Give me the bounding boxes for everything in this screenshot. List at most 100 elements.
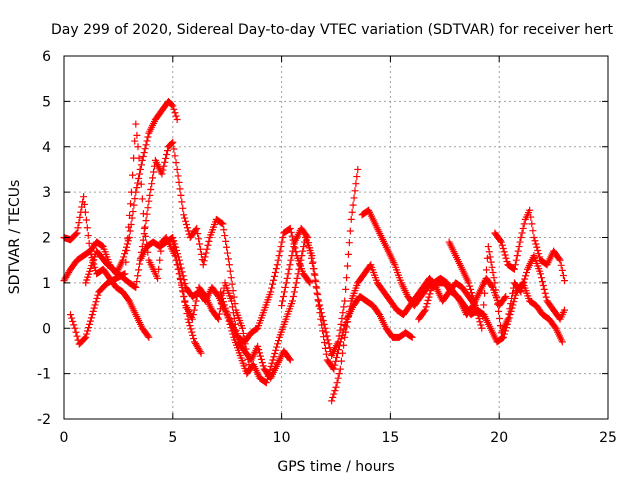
data-point-marker xyxy=(535,250,543,258)
data-point-marker xyxy=(523,269,531,277)
data-point-marker xyxy=(232,326,240,334)
data-point-marker xyxy=(144,332,152,340)
data-point-marker xyxy=(180,292,188,300)
data-point-marker xyxy=(344,262,352,270)
data-point-marker xyxy=(140,149,148,157)
data-point-marker xyxy=(137,161,145,169)
data-point-marker xyxy=(178,198,186,206)
data-point-marker xyxy=(288,297,296,305)
data-point-marker xyxy=(279,297,287,305)
data-point-marker xyxy=(420,307,428,315)
data-point-marker xyxy=(72,230,80,238)
data-point-marker xyxy=(173,165,181,173)
data-point-marker xyxy=(519,224,527,232)
data-point-marker xyxy=(516,238,524,246)
data-point-marker xyxy=(293,274,301,282)
x-tick-label: 5 xyxy=(168,430,177,446)
data-point-marker xyxy=(348,208,356,216)
series-track-h xyxy=(278,224,416,373)
data-point-marker xyxy=(328,397,336,405)
data-point-marker xyxy=(131,137,139,145)
data-point-marker xyxy=(490,274,498,282)
data-point-marker xyxy=(291,283,299,291)
data-point-marker xyxy=(407,333,415,341)
data-point-marker xyxy=(424,296,432,304)
data-point-marker xyxy=(334,374,342,382)
data-point-marker xyxy=(83,224,91,232)
data-point-marker xyxy=(135,175,143,183)
data-point-marker xyxy=(188,315,196,323)
data-point-marker xyxy=(277,243,285,251)
data-point-marker xyxy=(340,341,348,349)
data-point-marker xyxy=(176,274,184,282)
data-point-marker xyxy=(220,301,228,309)
data-point-marker xyxy=(274,337,282,345)
data-point-marker xyxy=(83,330,91,338)
data-point-marker xyxy=(138,195,146,203)
data-point-marker xyxy=(135,154,143,162)
data-point-marker xyxy=(482,266,490,274)
data-point-marker xyxy=(282,279,290,287)
data-point-marker xyxy=(72,328,80,336)
data-point-marker xyxy=(215,310,223,318)
data-point-marker xyxy=(147,186,155,194)
data-point-marker xyxy=(309,258,317,266)
data-point-marker xyxy=(199,261,207,269)
data-point-marker xyxy=(238,324,246,332)
x-tick-label: 15 xyxy=(381,430,399,446)
data-point-marker xyxy=(325,340,333,348)
data-point-marker xyxy=(506,305,514,313)
data-point-marker xyxy=(84,327,92,335)
data-point-marker xyxy=(473,308,481,316)
data-point-marker xyxy=(218,219,226,227)
data-point-marker xyxy=(517,234,525,241)
data-point-marker xyxy=(298,252,306,260)
data-point-marker xyxy=(299,247,307,255)
data-point-marker xyxy=(479,313,487,321)
data-point-marker xyxy=(503,257,511,265)
data-point-marker xyxy=(204,241,212,249)
data-point-marker xyxy=(86,317,94,325)
data-point-marker xyxy=(230,315,238,323)
data-point-marker xyxy=(499,245,507,253)
data-point-marker xyxy=(470,298,478,306)
data-point-marker xyxy=(533,243,541,251)
axis-ticks: 0 5 10 15 20 25 -2 -1 0 1 2 3 4 5 6 xyxy=(37,49,617,446)
data-point-marker xyxy=(288,252,296,260)
data-point-marker xyxy=(320,333,328,341)
data-point-marker xyxy=(189,331,197,339)
data-point-marker xyxy=(305,239,313,247)
data-point-marker xyxy=(258,359,266,367)
data-point-marker xyxy=(192,297,200,305)
data-point-marker xyxy=(224,314,232,322)
data-point-marker xyxy=(133,184,141,192)
data-point-marker xyxy=(281,283,289,291)
data-point-marker xyxy=(344,318,352,326)
data-point-marker xyxy=(499,334,507,342)
data-point-marker xyxy=(283,274,291,282)
data-point-marker xyxy=(279,234,287,241)
data-point-marker xyxy=(468,292,476,300)
data-point-marker xyxy=(346,302,354,310)
data-points xyxy=(60,97,568,405)
data-point-marker xyxy=(341,297,349,305)
data-point-marker xyxy=(190,335,198,343)
data-point-marker xyxy=(482,278,490,286)
data-point-marker xyxy=(316,309,324,317)
data-point-marker xyxy=(536,253,544,261)
data-point-marker xyxy=(262,379,270,387)
data-point-marker xyxy=(142,217,150,225)
data-point-marker xyxy=(222,307,230,315)
data-point-marker xyxy=(229,309,237,317)
data-point-marker xyxy=(427,287,435,295)
data-point-marker xyxy=(224,249,232,257)
data-point-marker xyxy=(555,255,563,263)
data-point-marker xyxy=(169,238,177,246)
data-point-marker xyxy=(500,248,508,256)
data-point-marker xyxy=(254,342,262,350)
data-point-marker xyxy=(81,200,89,208)
data-point-marker xyxy=(269,280,277,288)
data-point-marker xyxy=(285,355,293,363)
data-point-marker xyxy=(269,356,277,364)
data-point-marker xyxy=(158,170,166,178)
